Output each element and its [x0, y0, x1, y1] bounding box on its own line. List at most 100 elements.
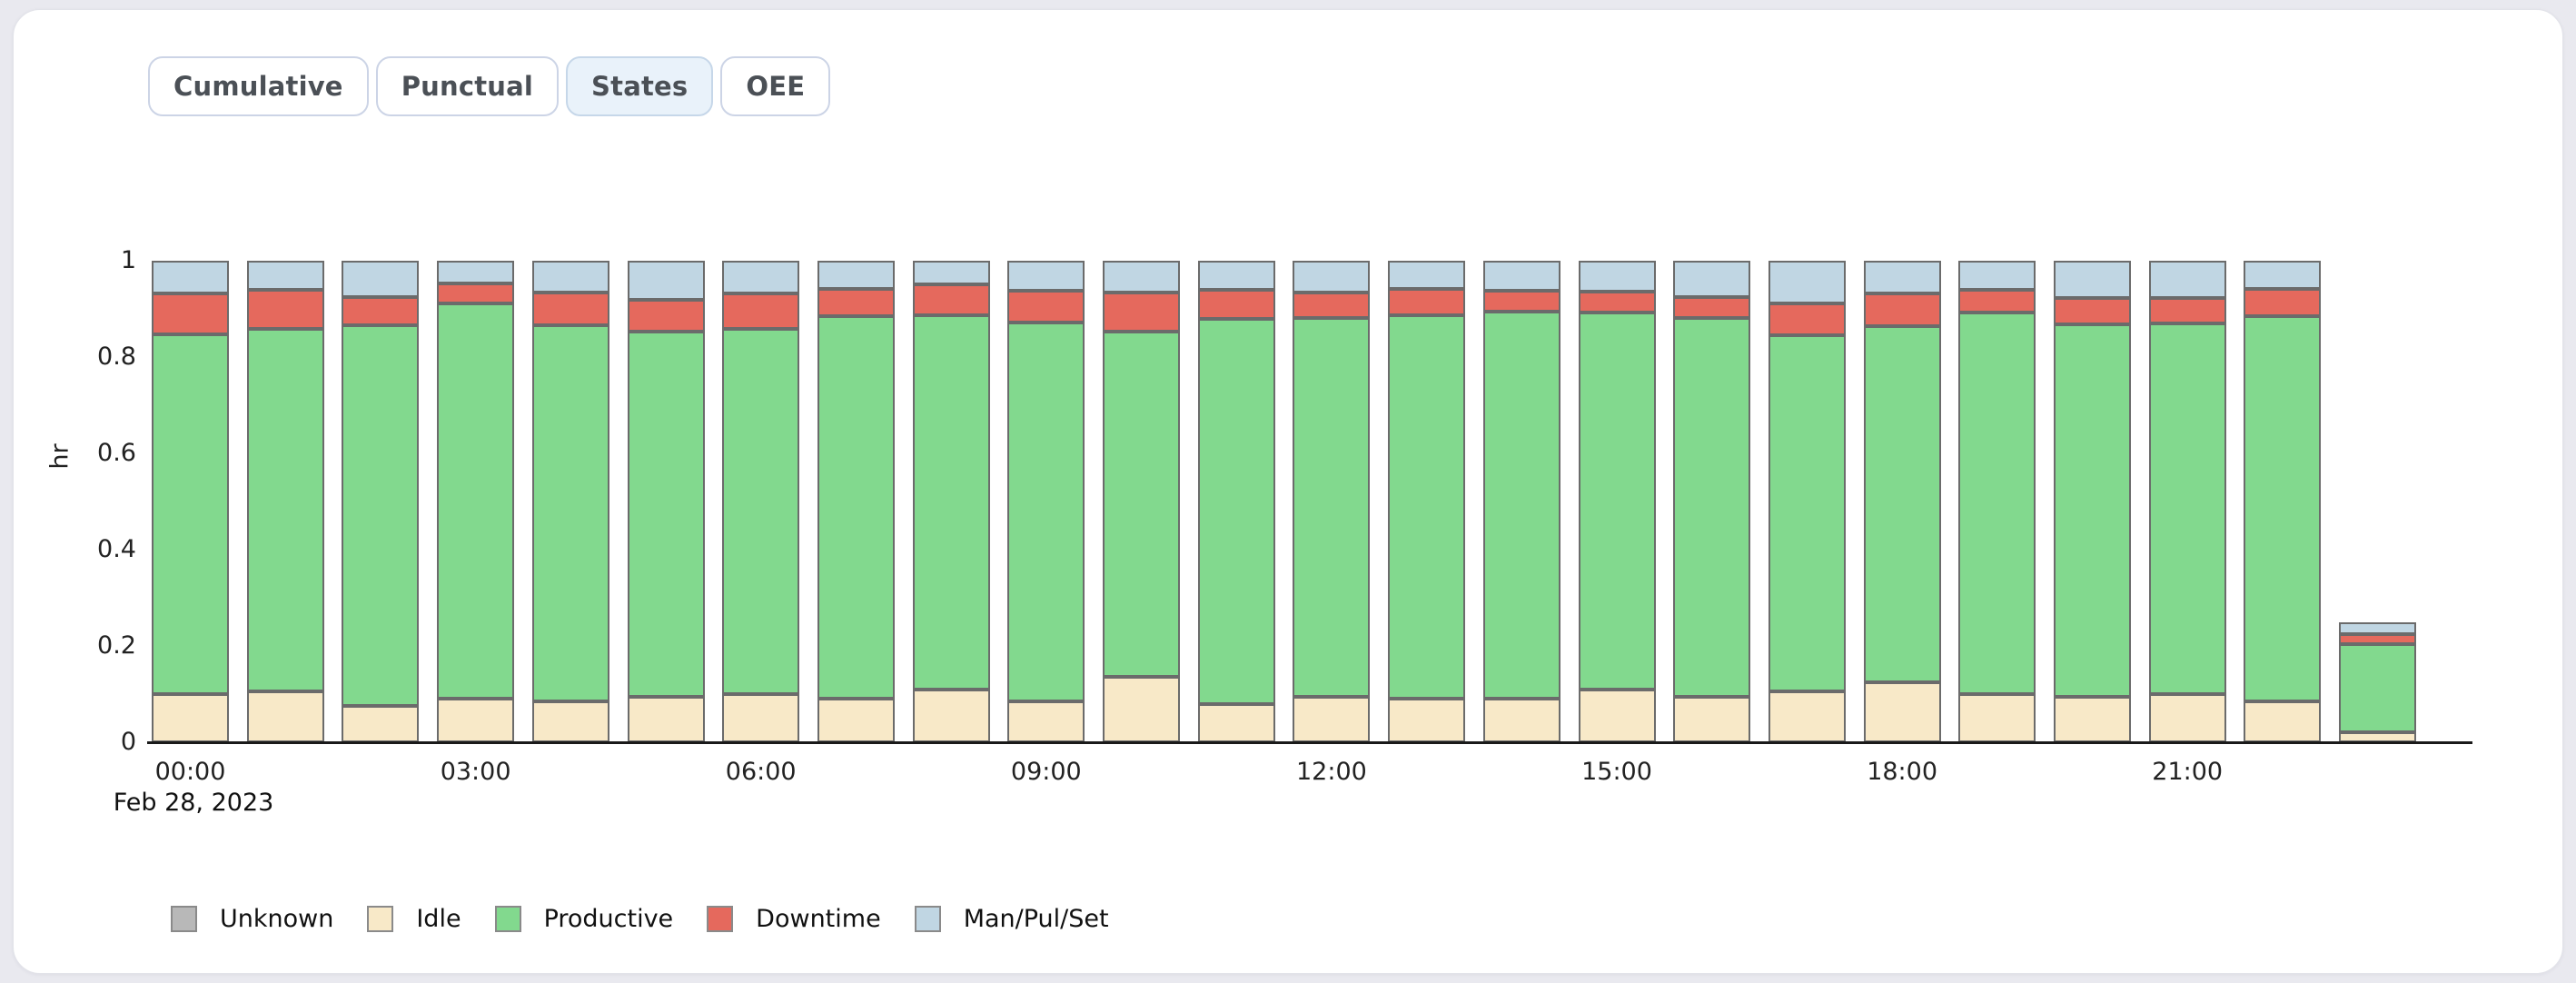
bar-segment-idle[interactable]: [627, 696, 705, 742]
bar-segment-man-pul-set[interactable]: [2339, 621, 2417, 634]
bar-segment-productive[interactable]: [1388, 314, 1466, 700]
tab-punctual[interactable]: Punctual: [375, 56, 560, 116]
legend-item-downtime[interactable]: Downtime: [707, 905, 881, 933]
bar-segment-productive[interactable]: [2148, 323, 2226, 694]
tab-cumulative[interactable]: Cumulative: [148, 56, 369, 116]
bar-segment-idle[interactable]: [246, 691, 324, 742]
bar-segment-idle[interactable]: [1578, 689, 1656, 742]
bar-segment-man-pul-set[interactable]: [2148, 261, 2226, 299]
bar-segment-man-pul-set[interactable]: [1768, 261, 1846, 303]
bar-segment-downtime[interactable]: [437, 283, 515, 304]
bar-segment-downtime[interactable]: [1768, 303, 1846, 336]
bar-segment-productive[interactable]: [2244, 315, 2322, 701]
bar-segment-downtime[interactable]: [1578, 292, 1656, 313]
bar-segment-productive[interactable]: [531, 325, 609, 701]
bar-segment-downtime[interactable]: [2054, 298, 2131, 325]
bar-segment-man-pul-set[interactable]: [1388, 261, 1466, 289]
bar-segment-idle[interactable]: [1293, 696, 1371, 742]
bar-segment-man-pul-set[interactable]: [342, 261, 420, 298]
bar-segment-idle[interactable]: [1673, 696, 1751, 742]
legend-item-productive[interactable]: Productive: [494, 905, 673, 933]
bar-segment-idle[interactable]: [2244, 700, 2322, 742]
bar-segment-idle[interactable]: [1197, 703, 1275, 742]
bar-segment-idle[interactable]: [1388, 699, 1466, 742]
bar-segment-man-pul-set[interactable]: [1482, 261, 1560, 291]
bar-segment-productive[interactable]: [627, 331, 705, 697]
tab-states[interactable]: States: [566, 56, 714, 116]
bar-segment-idle[interactable]: [1863, 681, 1941, 742]
bar-segment-productive[interactable]: [1673, 318, 1751, 697]
bar-segment-productive[interactable]: [2054, 324, 2131, 697]
bar-segment-idle[interactable]: [531, 700, 609, 742]
bar-segment-idle[interactable]: [1768, 691, 1846, 742]
bar-segment-man-pul-set[interactable]: [1293, 261, 1371, 293]
bar-segment-idle[interactable]: [722, 693, 800, 742]
bar-segment-man-pul-set[interactable]: [1103, 261, 1180, 293]
bar-segment-man-pul-set[interactable]: [1958, 261, 2036, 290]
bar-segment-downtime[interactable]: [2244, 289, 2322, 316]
bar-segment-productive[interactable]: [817, 315, 895, 700]
bar-segment-downtime[interactable]: [912, 283, 990, 315]
bar-segment-idle[interactable]: [912, 689, 990, 742]
bar-segment-man-pul-set[interactable]: [246, 261, 324, 290]
bar-segment-productive[interactable]: [1768, 335, 1846, 692]
bar-segment-downtime[interactable]: [1673, 297, 1751, 319]
bar-segment-productive[interactable]: [342, 325, 420, 707]
bar-segment-productive[interactable]: [1863, 325, 1941, 682]
bar-segment-idle[interactable]: [437, 699, 515, 742]
bar-segment-man-pul-set[interactable]: [531, 261, 609, 293]
bar-segment-downtime[interactable]: [722, 293, 800, 330]
bar-segment-idle[interactable]: [1103, 677, 1180, 742]
bar-segment-man-pul-set[interactable]: [1007, 261, 1085, 291]
bar-segment-idle[interactable]: [152, 693, 229, 742]
bar-segment-man-pul-set[interactable]: [912, 261, 990, 284]
bar-segment-man-pul-set[interactable]: [2244, 261, 2322, 290]
bar-segment-productive[interactable]: [437, 303, 515, 700]
bar-segment-downtime[interactable]: [2339, 633, 2417, 645]
bar-segment-downtime[interactable]: [1863, 293, 1941, 326]
bar-segment-downtime[interactable]: [1007, 290, 1085, 323]
bar-segment-downtime[interactable]: [817, 288, 895, 316]
bar-segment-downtime[interactable]: [1958, 289, 2036, 313]
bar-segment-idle[interactable]: [2054, 696, 2131, 742]
bar-segment-idle[interactable]: [817, 699, 895, 742]
bar-segment-man-pul-set[interactable]: [1673, 261, 1751, 298]
bar-segment-downtime[interactable]: [1482, 290, 1560, 312]
bar-segment-productive[interactable]: [1482, 311, 1560, 700]
bar-segment-idle[interactable]: [342, 706, 420, 742]
bar-segment-man-pul-set[interactable]: [2054, 261, 2131, 299]
bar-segment-man-pul-set[interactable]: [1197, 261, 1275, 290]
legend-item-man-pul-set[interactable]: Man/Pul/Set: [914, 905, 1109, 933]
bar-segment-man-pul-set[interactable]: [1578, 261, 1656, 293]
bar-segment-downtime[interactable]: [1197, 289, 1275, 320]
bar-segment-downtime[interactable]: [152, 293, 229, 335]
bar-segment-idle[interactable]: [1482, 699, 1560, 742]
bar-segment-productive[interactable]: [1958, 312, 2036, 694]
bar-segment-productive[interactable]: [2339, 644, 2417, 733]
bar-segment-idle[interactable]: [1007, 700, 1085, 742]
bar-segment-productive[interactable]: [722, 329, 800, 694]
legend-item-unknown[interactable]: Unknown: [171, 905, 333, 933]
bar-segment-downtime[interactable]: [627, 299, 705, 332]
bar-segment-man-pul-set[interactable]: [437, 261, 515, 283]
bar-segment-idle[interactable]: [2148, 693, 2226, 742]
bar-segment-productive[interactable]: [1293, 318, 1371, 697]
bar-segment-downtime[interactable]: [1388, 288, 1466, 315]
bar-segment-downtime[interactable]: [531, 292, 609, 325]
bar-segment-man-pul-set[interactable]: [627, 261, 705, 300]
bar-segment-man-pul-set[interactable]: [1863, 261, 1941, 294]
bar-segment-downtime[interactable]: [1293, 292, 1371, 319]
bar-segment-downtime[interactable]: [1103, 292, 1180, 332]
bar-segment-productive[interactable]: [152, 334, 229, 694]
legend-item-idle[interactable]: Idle: [367, 905, 461, 933]
bar-segment-downtime[interactable]: [246, 289, 324, 330]
bar-segment-productive[interactable]: [246, 329, 324, 692]
bar-segment-productive[interactable]: [912, 314, 990, 690]
bar-segment-idle[interactable]: [1958, 693, 2036, 742]
bar-segment-man-pul-set[interactable]: [152, 261, 229, 294]
tab-oee[interactable]: OEE: [720, 56, 831, 116]
bar-segment-man-pul-set[interactable]: [722, 261, 800, 294]
bar-segment-downtime[interactable]: [2148, 298, 2226, 323]
bar-segment-man-pul-set[interactable]: [817, 261, 895, 289]
bar-segment-downtime[interactable]: [342, 297, 420, 325]
